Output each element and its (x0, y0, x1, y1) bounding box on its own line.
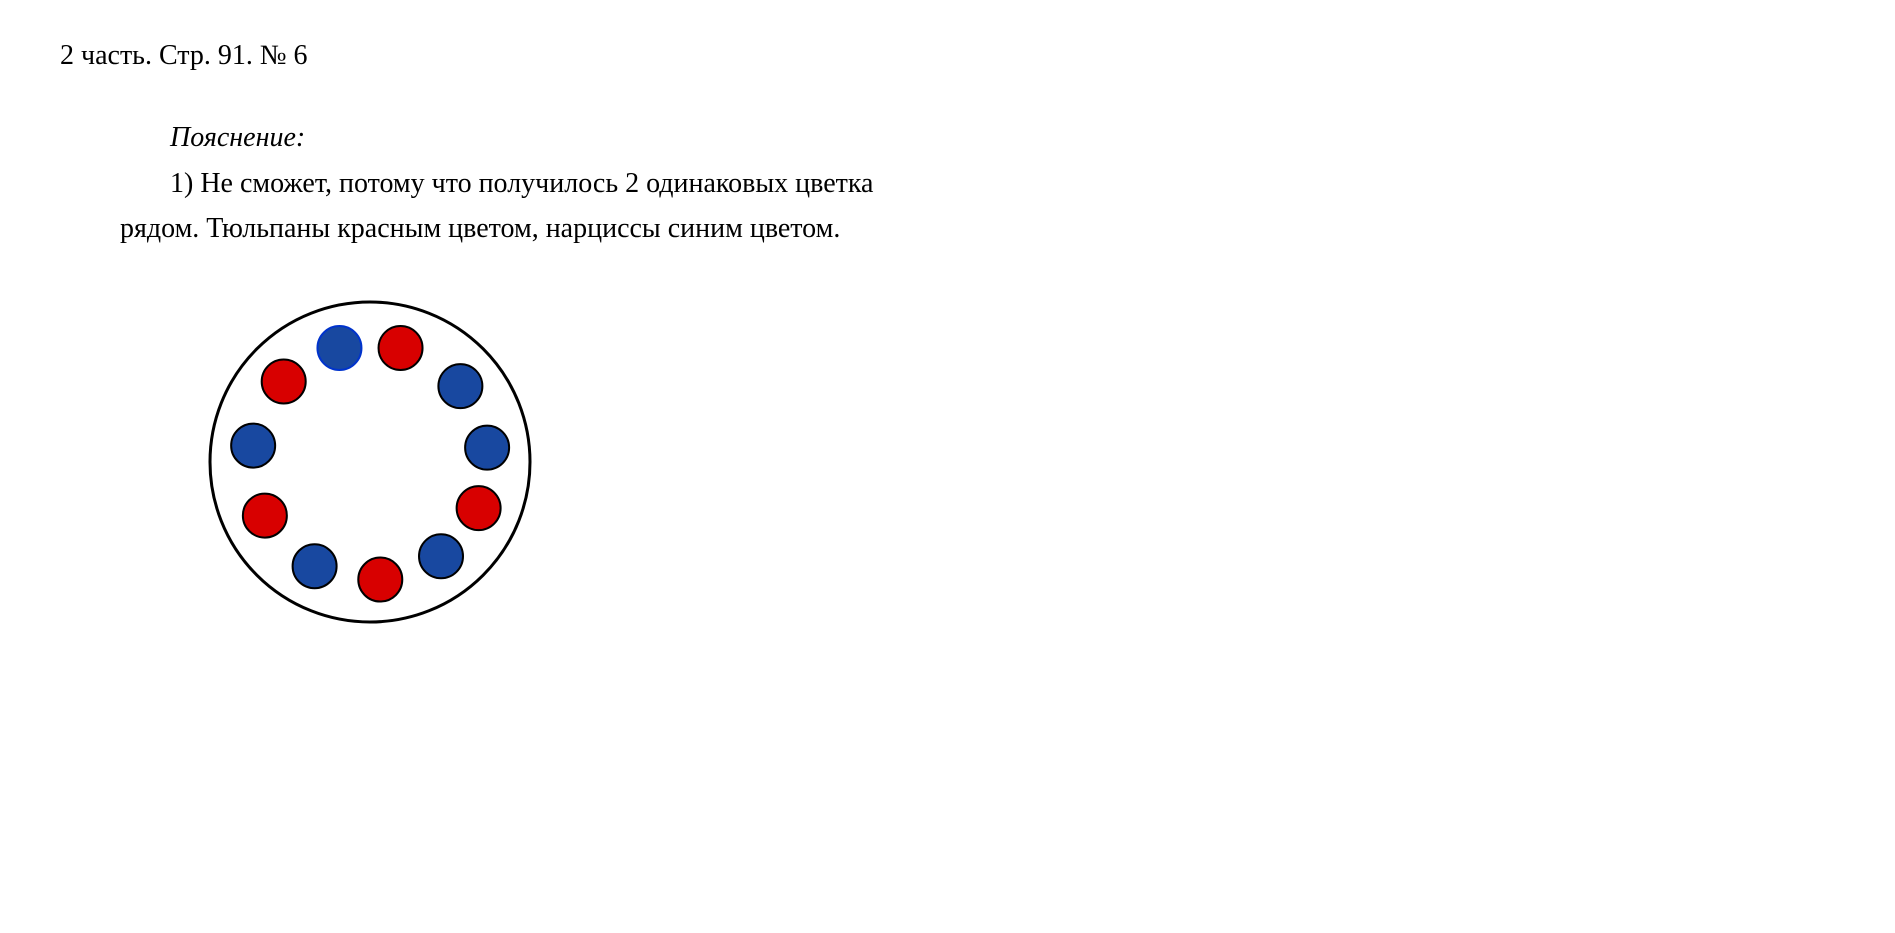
flower-dot-blue (293, 544, 337, 588)
flower-dot-blue (231, 423, 275, 467)
flower-dot-red (457, 486, 501, 530)
flower-dot-red (262, 359, 306, 403)
explanation-line-2: рядом. Тюльпаны красным цветом, нарциссы… (120, 213, 840, 244)
explanation-title: Пояснение: (120, 122, 1835, 154)
page-header: 2 часть. Стр. 91. № 6 (60, 40, 1835, 72)
flower-dot-blue (465, 425, 509, 469)
flower-dot-red (243, 493, 287, 537)
flower-dot-blue (438, 364, 482, 408)
circle-diagram-svg (200, 292, 540, 632)
flower-diagram (200, 292, 1835, 637)
flower-dot-blue (317, 326, 361, 370)
flower-dot-red (358, 557, 402, 601)
flower-dot-blue (419, 534, 463, 578)
flower-dot-red (379, 326, 423, 370)
explanation-line-1: 1) Не сможет, потому что получилось 2 од… (120, 162, 1835, 207)
explanation-block: Пояснение: 1) Не сможет, потому что полу… (120, 122, 1835, 252)
explanation-text: 1) Не сможет, потому что получилось 2 од… (120, 162, 1835, 252)
